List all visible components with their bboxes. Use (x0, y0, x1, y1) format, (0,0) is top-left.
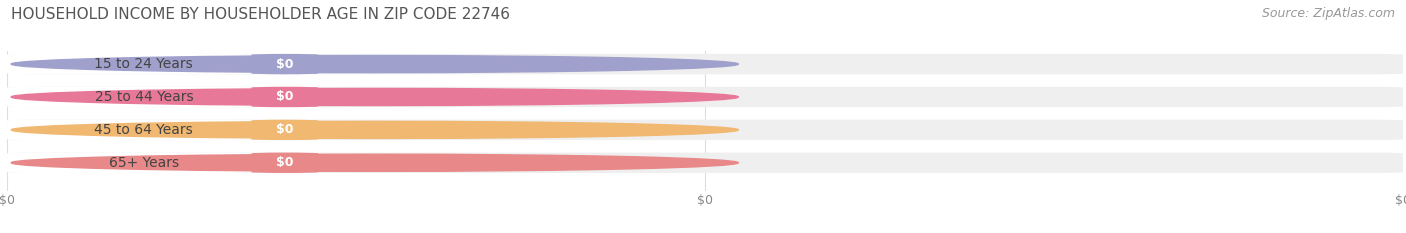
Circle shape (11, 121, 738, 138)
Text: $0: $0 (276, 58, 294, 71)
Circle shape (11, 55, 738, 73)
FancyBboxPatch shape (7, 54, 1403, 74)
FancyBboxPatch shape (252, 87, 318, 107)
FancyBboxPatch shape (252, 54, 318, 74)
FancyBboxPatch shape (7, 120, 1403, 140)
Text: $0: $0 (276, 156, 294, 169)
FancyBboxPatch shape (7, 153, 1403, 173)
Text: 45 to 64 Years: 45 to 64 Years (94, 123, 193, 137)
FancyBboxPatch shape (7, 87, 252, 107)
Text: 15 to 24 Years: 15 to 24 Years (94, 57, 193, 71)
Circle shape (11, 154, 738, 171)
Text: 65+ Years: 65+ Years (108, 156, 179, 170)
Text: 25 to 44 Years: 25 to 44 Years (94, 90, 193, 104)
FancyBboxPatch shape (252, 153, 318, 173)
Text: Source: ZipAtlas.com: Source: ZipAtlas.com (1261, 7, 1395, 20)
FancyBboxPatch shape (252, 120, 318, 140)
Text: $0: $0 (276, 90, 294, 103)
FancyBboxPatch shape (7, 153, 252, 173)
FancyBboxPatch shape (7, 54, 252, 74)
Text: $0: $0 (276, 123, 294, 136)
Circle shape (11, 88, 738, 106)
FancyBboxPatch shape (7, 120, 252, 140)
FancyBboxPatch shape (7, 87, 1403, 107)
Text: HOUSEHOLD INCOME BY HOUSEHOLDER AGE IN ZIP CODE 22746: HOUSEHOLD INCOME BY HOUSEHOLDER AGE IN Z… (11, 7, 510, 22)
